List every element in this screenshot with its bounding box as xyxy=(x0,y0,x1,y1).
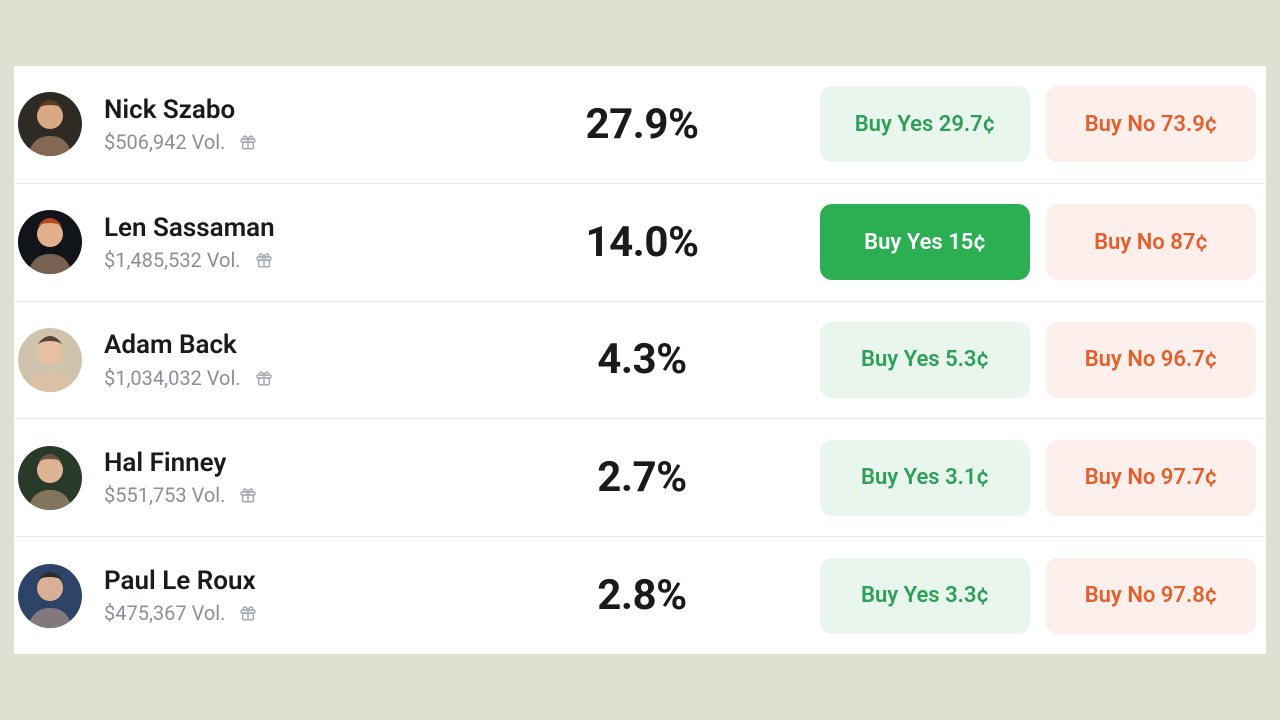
percent-col: 2.7% xyxy=(464,453,820,502)
avatar xyxy=(18,328,82,392)
gift-icon[interactable] xyxy=(237,602,259,624)
market-info: Adam Back $1,034,032 Vol. xyxy=(104,330,464,389)
gift-icon[interactable] xyxy=(237,131,259,153)
volume-line: $475,367 Vol. xyxy=(104,601,464,625)
buy-no-button[interactable]: Buy No 87¢ xyxy=(1046,204,1256,280)
market-name: Nick Szabo xyxy=(104,95,464,126)
buy-yes-button[interactable]: Buy Yes 29.7¢ xyxy=(820,86,1030,162)
volume-line: $551,753 Vol. xyxy=(104,483,464,507)
market-name: Hal Finney xyxy=(104,448,464,479)
market-info: Paul Le Roux $475,367 Vol. xyxy=(104,566,464,625)
market-row: Adam Back $1,034,032 Vol. 4.3% Buy Yes 5… xyxy=(14,302,1266,420)
buy-buttons: Buy Yes 15¢ Buy No 87¢ xyxy=(820,204,1256,280)
volume-line: $506,942 Vol. xyxy=(104,130,464,154)
market-info: Hal Finney $551,753 Vol. xyxy=(104,448,464,507)
buy-buttons: Buy Yes 29.7¢ Buy No 73.9¢ xyxy=(820,86,1256,162)
market-volume: $551,753 Vol. xyxy=(104,483,225,507)
market-row: Len Sassaman $1,485,532 Vol. 14.0% Buy Y… xyxy=(14,184,1266,302)
buy-no-button[interactable]: Buy No 73.9¢ xyxy=(1046,86,1256,162)
buy-buttons: Buy Yes 3.3¢ Buy No 97.8¢ xyxy=(820,558,1256,634)
market-percent: 27.9% xyxy=(585,100,698,149)
buy-yes-button[interactable]: Buy Yes 15¢ xyxy=(820,204,1030,280)
avatar xyxy=(18,210,82,274)
percent-col: 4.3% xyxy=(464,335,820,384)
market-volume: $506,942 Vol. xyxy=(104,130,225,154)
buy-no-button[interactable]: Buy No 97.7¢ xyxy=(1046,440,1256,516)
percent-col: 14.0% xyxy=(464,218,820,267)
percent-col: 27.9% xyxy=(464,100,820,149)
buy-buttons: Buy Yes 5.3¢ Buy No 96.7¢ xyxy=(820,322,1256,398)
buy-yes-button[interactable]: Buy Yes 5.3¢ xyxy=(820,322,1030,398)
gift-icon[interactable] xyxy=(237,484,259,506)
market-row: Nick Szabo $506,942 Vol. 27.9% Buy Yes 2… xyxy=(14,66,1266,184)
buy-no-button[interactable]: Buy No 97.8¢ xyxy=(1046,558,1256,634)
market-name: Len Sassaman xyxy=(104,213,464,244)
percent-col: 2.8% xyxy=(464,571,820,620)
market-volume: $475,367 Vol. xyxy=(104,601,225,625)
market-info: Nick Szabo $506,942 Vol. xyxy=(104,95,464,154)
market-percent: 2.8% xyxy=(597,571,686,620)
market-volume: $1,485,532 Vol. xyxy=(104,248,241,272)
buy-yes-button[interactable]: Buy Yes 3.3¢ xyxy=(820,558,1030,634)
gift-icon[interactable] xyxy=(253,249,275,271)
buy-yes-button[interactable]: Buy Yes 3.1¢ xyxy=(820,440,1030,516)
avatar xyxy=(18,446,82,510)
market-name: Paul Le Roux xyxy=(104,566,464,597)
market-percent: 2.7% xyxy=(597,453,686,502)
volume-line: $1,485,532 Vol. xyxy=(104,248,464,272)
buy-buttons: Buy Yes 3.1¢ Buy No 97.7¢ xyxy=(820,440,1256,516)
avatar xyxy=(18,564,82,628)
avatar xyxy=(18,92,82,156)
market-percent: 4.3% xyxy=(597,335,686,384)
volume-line: $1,034,032 Vol. xyxy=(104,366,464,390)
markets-panel: Nick Szabo $506,942 Vol. 27.9% Buy Yes 2… xyxy=(14,66,1266,654)
market-info: Len Sassaman $1,485,532 Vol. xyxy=(104,213,464,272)
market-row: Paul Le Roux $475,367 Vol. 2.8% Buy Yes … xyxy=(14,537,1266,654)
market-volume: $1,034,032 Vol. xyxy=(104,366,241,390)
market-percent: 14.0% xyxy=(585,218,698,267)
market-name: Adam Back xyxy=(104,330,464,361)
buy-no-button[interactable]: Buy No 96.7¢ xyxy=(1046,322,1256,398)
gift-icon[interactable] xyxy=(253,367,275,389)
market-row: Hal Finney $551,753 Vol. 2.7% Buy Yes 3.… xyxy=(14,419,1266,537)
